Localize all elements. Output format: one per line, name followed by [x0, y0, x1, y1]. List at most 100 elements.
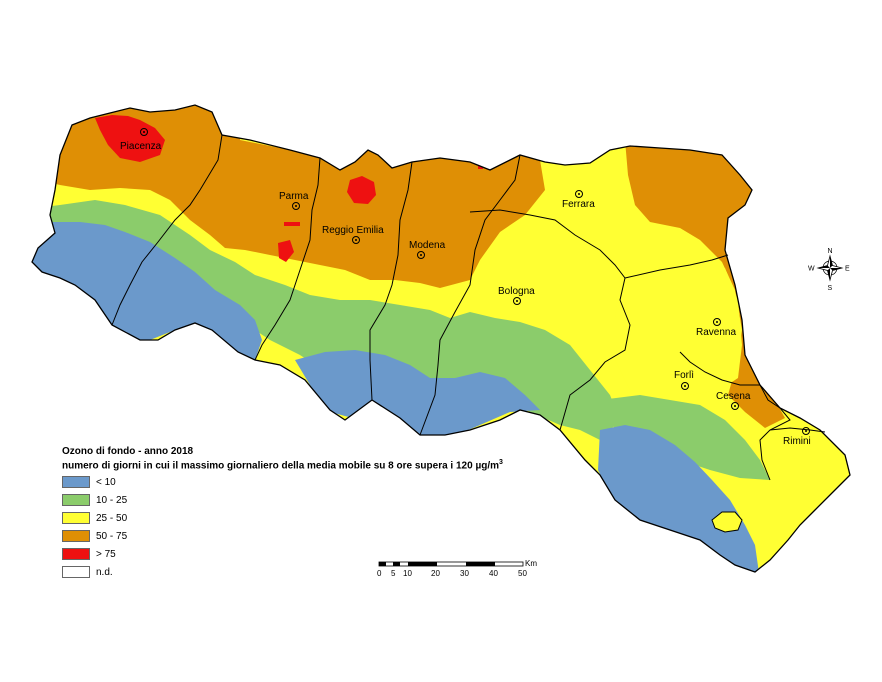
city-reggio-emilia: Reggio Emilia	[322, 225, 384, 244]
city-bologna: Bologna	[498, 286, 535, 305]
scale-tick-0: 0	[377, 569, 382, 578]
compass-e: E	[845, 266, 850, 273]
city-label-parma: Parma	[279, 191, 309, 202]
city-label-modena: Modena	[409, 240, 446, 251]
legend-label: n.d.	[96, 566, 113, 578]
city-forli: Forlì	[674, 370, 694, 390]
compass-star-shade-n	[830, 256, 833, 268]
scale-bar: 0 5 10 20 30 40 50 Km	[377, 559, 537, 578]
city-label-forli: Forlì	[674, 370, 694, 381]
city-marker-icon	[713, 318, 721, 326]
city-marker-dot	[295, 205, 297, 207]
compass-star-shade-e	[830, 268, 842, 271]
border-rimini-inner	[769, 427, 826, 433]
compass-rose-icon: N S E W	[808, 248, 850, 292]
city-modena: Modena	[409, 240, 446, 259]
city-ravenna: Ravenna	[696, 318, 736, 338]
legend-item-nd: n.d.	[62, 565, 113, 579]
border-bologna-ferrara	[469, 209, 626, 279]
scale-seg-5-75	[393, 562, 400, 566]
legend-subtitle-text: numero di giorni in cui il massimo giorn…	[62, 460, 499, 472]
city-label-ferrara: Ferrara	[562, 199, 595, 210]
border-piacenza-parma	[111, 134, 223, 326]
legend-subtitle: numero di giorni in cui il massimo giorn…	[62, 459, 503, 471]
city-marker-dot	[355, 239, 357, 241]
city-piacenza: Piacenza	[120, 128, 162, 152]
legend-item-50-75: 50 - 75	[62, 529, 127, 543]
city-marker-dot	[420, 254, 422, 256]
legend-item-gt75: > 75	[62, 547, 116, 561]
border-bologna-ravenna	[559, 277, 631, 431]
scale-tick-50: 50	[518, 569, 527, 578]
scale-tick-20: 20	[431, 569, 440, 578]
legend-label: 10 - 25	[96, 494, 128, 506]
legend-subtitle-sup: 3	[499, 459, 503, 466]
city-marker-dot	[143, 131, 145, 133]
city-marker-icon	[513, 297, 521, 305]
city-marker-icon	[681, 382, 689, 390]
scale-tick-40: 40	[489, 569, 498, 578]
legend-swatch	[62, 548, 90, 560]
legend-swatch	[62, 494, 90, 506]
city-marker-icon	[292, 202, 300, 210]
city-cesena: Cesena	[716, 391, 751, 410]
legend-label: < 10	[96, 476, 116, 488]
scale-tick-10: 10	[403, 569, 412, 578]
compass-w: W	[808, 266, 815, 273]
cities: Piacenza Parma Reggio Emilia Modena Bolo…	[120, 128, 811, 447]
border-reggio-modena	[369, 161, 413, 401]
city-label-cesena: Cesena	[716, 391, 751, 402]
city-label-piacenza: Piacenza	[120, 141, 162, 152]
city-marker-dot	[578, 193, 580, 195]
city-marker-dot	[684, 385, 686, 387]
zone-lt10-east	[598, 425, 760, 572]
scale-unit: Km	[525, 559, 537, 568]
city-marker-icon	[140, 128, 148, 136]
city-marker-dot	[716, 321, 718, 323]
legend-label: 25 - 50	[96, 512, 128, 524]
san-marino-outline	[711, 511, 743, 533]
city-marker-dot	[734, 405, 736, 407]
legend-label: 50 - 75	[96, 530, 128, 542]
zone-50-75-west	[40, 105, 545, 288]
legend-item-10-25: 10 - 25	[62, 493, 127, 507]
scale-seg-30-40	[466, 562, 495, 566]
border-modena-bologna	[419, 154, 521, 436]
city-marker-dot	[516, 300, 518, 302]
city-ferrara: Ferrara	[562, 190, 595, 210]
scale-tick-5: 5	[391, 569, 396, 578]
province-borders	[111, 134, 826, 481]
legend-label: > 75	[96, 548, 116, 560]
border-ravenna-forli	[679, 351, 760, 386]
zone-gt75-reggio	[347, 176, 376, 204]
city-label-ravenna: Ravenna	[696, 327, 736, 338]
city-label-reggio-emilia: Reggio Emilia	[322, 225, 384, 236]
city-label-rimini: Rimini	[783, 436, 811, 447]
city-marker-icon	[731, 402, 739, 410]
city-parma: Parma	[279, 191, 309, 210]
zone-gt75-parma	[278, 240, 294, 262]
zone-10-25-south	[600, 395, 770, 480]
compass-star-shade-w	[818, 265, 830, 268]
zone-gt75-piacenza	[95, 115, 165, 162]
compass-s: S	[828, 285, 833, 292]
city-rimini: Rimini	[783, 427, 811, 447]
scale-tick-30: 30	[460, 569, 469, 578]
scale-bar-frame	[378, 561, 524, 567]
legend-item-25-50: 25 - 50	[62, 511, 127, 525]
border-forli-rimini	[759, 384, 791, 481]
legend-item-lt10: < 10	[62, 475, 116, 489]
city-label-bologna: Bologna	[498, 286, 535, 297]
legend-title: Ozono di fondo - anno 2018	[62, 446, 194, 457]
city-marker-icon	[802, 427, 810, 435]
legend-swatch	[62, 530, 90, 542]
zone-25-50-coast	[615, 262, 742, 395]
city-marker-icon	[417, 251, 425, 259]
city-marker-dot	[805, 430, 807, 432]
legend-swatch	[62, 512, 90, 524]
border-ferrara-ravenna	[624, 254, 729, 279]
scale-seg-10-20	[408, 562, 437, 566]
compass-star-shade-s	[827, 268, 830, 280]
